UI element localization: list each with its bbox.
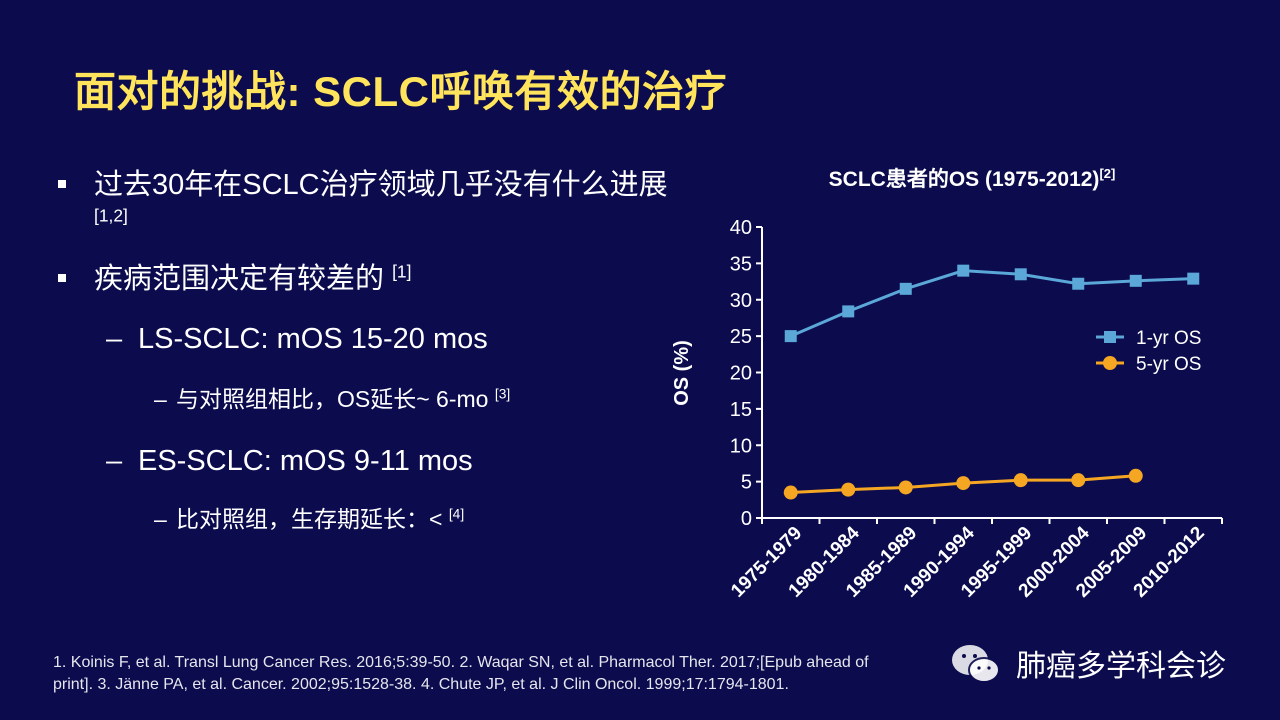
reference: [1] xyxy=(392,261,412,282)
slide-title: 面对的挑战: SCLC呼唤有效的治疗 xyxy=(74,68,727,115)
dash-icon: – xyxy=(106,445,123,477)
data-point-circle xyxy=(898,480,913,495)
y-tick-label: 10 xyxy=(730,435,752,457)
data-point-circle xyxy=(783,485,798,500)
watermark-text: 肺癌多学科会诊 xyxy=(1016,650,1226,683)
sub-bullet-text: 与对照组相比，OS延长~ 6-mo xyxy=(176,386,495,412)
bullet-item: 过去30年在SCLC治疗领域几乎没有什么进展 [1,2] xyxy=(58,166,674,242)
data-point-square xyxy=(842,305,855,318)
data-point-square xyxy=(784,330,797,343)
sub-bullet-text: 比对照组，生存期延长：< xyxy=(176,506,449,532)
series-line-1 xyxy=(790,269,1194,338)
y-tick-label: 40 xyxy=(730,217,752,239)
data-point-square xyxy=(1072,277,1085,290)
y-tick-label: 25 xyxy=(730,326,752,348)
legend-circle-icon xyxy=(1103,356,1117,370)
y-tick-label: 30 xyxy=(730,290,752,312)
reference: [3] xyxy=(494,386,511,402)
data-point-square xyxy=(1129,274,1142,287)
data-point-square xyxy=(1187,272,1200,285)
legend-square-icon xyxy=(1104,331,1116,343)
dash-icon: – xyxy=(106,323,123,355)
footnote-line: 1. Koinis F, et al. Transl Lung Cancer R… xyxy=(53,654,869,671)
reference: [1,2] xyxy=(94,205,128,226)
legend-label: 5-yr OS xyxy=(1136,354,1201,375)
watermark: 肺癌多学科会诊 xyxy=(946,640,1226,686)
data-point-square xyxy=(1014,268,1027,281)
sub-sub-bullet-item: – 与对照组相比，OS延长~ 6-mo [3] xyxy=(58,382,678,416)
sub-sub-bullet-item: – 比对照组，生存期延长：< [4] xyxy=(58,502,678,536)
y-tick-label: 0 xyxy=(741,508,752,530)
bullet-text: 疾病范围决定有较差的 xyxy=(94,263,393,295)
sub-bullet-text: ES-SCLC: mOS 9-11 mos xyxy=(138,445,473,477)
data-point-circle xyxy=(956,476,971,491)
square-bullet-icon xyxy=(58,180,66,188)
bullet-text: 过去30年在SCLC治疗领域几乎没有什么进展 xyxy=(94,169,668,201)
data-point-circle xyxy=(1071,473,1086,488)
legend-label: 1-yr OS xyxy=(1136,328,1201,349)
sub-bullet-item: – ES-SCLC: mOS 9-11 mos xyxy=(58,442,678,480)
footnotes: 1. Koinis F, et al. Transl Lung Cancer R… xyxy=(53,652,973,696)
chart-title: SCLC患者的OS (1975-2012)[2] xyxy=(829,166,1116,191)
bullet-item: 疾病范围决定有较差的 [1] xyxy=(58,260,678,298)
data-point-circle xyxy=(841,482,856,497)
dash-icon: – xyxy=(154,386,167,412)
sub-bullet-item: – LS-SCLC: mOS 15-20 mos xyxy=(58,320,678,358)
wechat-icon xyxy=(952,645,1000,683)
data-point-circle xyxy=(1013,473,1028,488)
y-tick-label: 20 xyxy=(730,363,752,385)
footnote-line: print]. 3. Jänne PA, et al. Cancer. 2002… xyxy=(53,676,789,693)
y-tick-label: 15 xyxy=(730,399,752,421)
bullet-list: 过去30年在SCLC治疗领域几乎没有什么进展 [1,2] 疾病范围决定有较差的 … xyxy=(58,166,678,536)
y-tick-label: 5 xyxy=(741,472,752,494)
data-point-square xyxy=(899,282,912,295)
y-axis-label: OS (%) xyxy=(671,340,693,406)
data-point-square xyxy=(957,264,970,277)
reference: [4] xyxy=(448,506,465,522)
square-bullet-icon xyxy=(58,274,66,282)
data-point-circle xyxy=(1128,468,1143,483)
sub-bullet-text: LS-SCLC: mOS 15-20 mos xyxy=(138,323,488,355)
dash-icon: – xyxy=(154,506,167,532)
y-tick-label: 35 xyxy=(730,253,752,275)
legend: 1-yr OS 5-yr OS xyxy=(1096,328,1201,375)
